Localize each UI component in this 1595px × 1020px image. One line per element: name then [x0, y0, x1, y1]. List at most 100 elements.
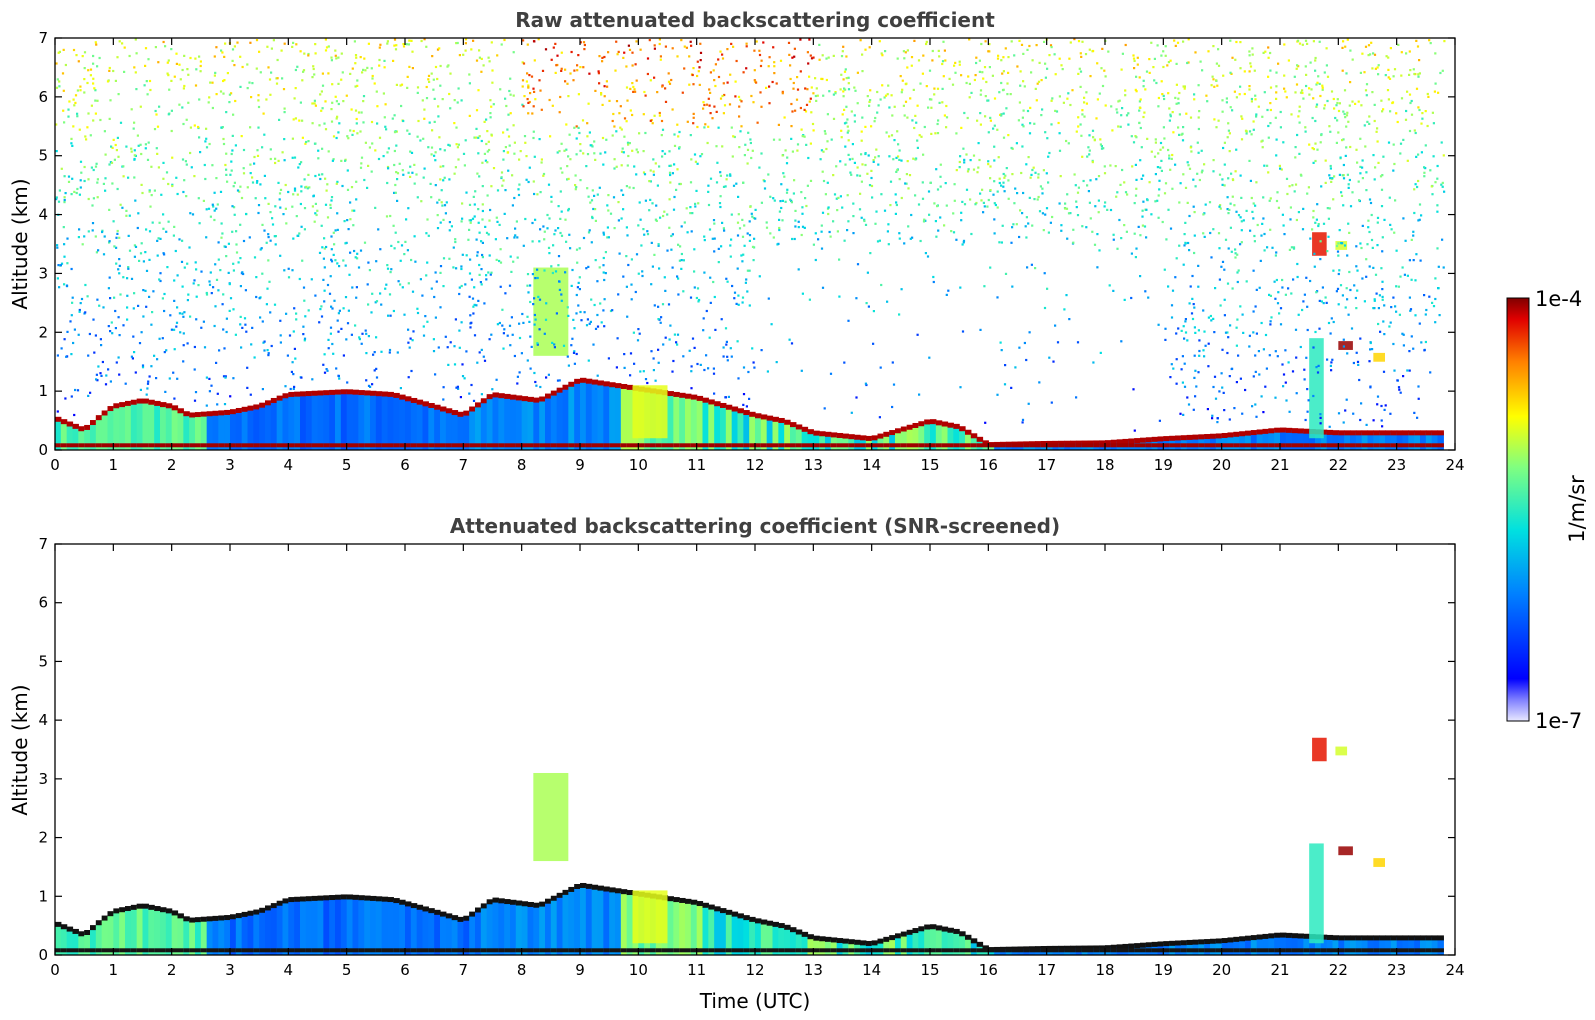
ground-signal-mark: [434, 443, 441, 448]
noise-speckle: [1222, 391, 1225, 394]
noise-speckle: [755, 40, 758, 43]
noise-speckle: [1410, 99, 1413, 103]
noise-speckle: [455, 143, 458, 146]
noise-speckle: [821, 77, 824, 81]
noise-speckle: [407, 207, 410, 210]
noise-speckle: [362, 68, 365, 71]
noise-speckle: [118, 258, 121, 261]
cloud-plume: [632, 385, 668, 439]
aerosol-column: [1285, 429, 1293, 450]
noise-speckle: [589, 144, 592, 147]
aerosol-column: [924, 421, 931, 450]
noise-speckle: [726, 81, 729, 84]
aerosol-column: [235, 409, 243, 450]
noise-speckle: [741, 296, 745, 299]
noise-speckle: [71, 177, 74, 180]
noise-speckle: [358, 338, 361, 341]
noise-speckle: [1423, 175, 1426, 178]
noise-speckle: [885, 131, 888, 134]
noise-speckle: [1139, 159, 1142, 162]
noise-speckle: [323, 266, 326, 269]
noise-speckle: [355, 198, 358, 201]
noise-speckle: [1400, 51, 1403, 54]
noise-speckle: [475, 59, 479, 62]
noise-speckle: [258, 50, 261, 53]
noise-speckle: [212, 205, 215, 208]
noise-speckle: [607, 51, 610, 54]
noise-speckle: [496, 189, 500, 192]
noise-speckle: [332, 352, 335, 355]
aerosol-column: [755, 415, 762, 450]
aerosol-column: [725, 406, 733, 450]
noise-speckle: [1048, 151, 1051, 155]
noise-speckle: [344, 264, 347, 267]
noise-speckle: [717, 261, 720, 264]
noise-speckle: [790, 137, 793, 140]
layer-top-mark: [119, 402, 126, 408]
noise-speckle: [261, 146, 264, 149]
noise-speckle: [99, 118, 102, 122]
noise-speckle: [1044, 213, 1047, 216]
noise-speckle: [1295, 83, 1299, 86]
noise-speckle: [354, 256, 357, 259]
noise-speckle: [335, 367, 338, 370]
noise-speckle: [483, 120, 486, 123]
noise-speckle: [570, 284, 573, 287]
noise-speckle: [458, 346, 461, 349]
noise-speckle: [737, 213, 740, 216]
noise-speckle: [194, 57, 197, 60]
noise-speckle: [1231, 367, 1234, 370]
noise-speckle: [1219, 204, 1222, 207]
noise-speckle: [793, 179, 796, 182]
noise-speckle: [267, 354, 270, 357]
noise-speckle: [338, 309, 341, 312]
noise-speckle: [1193, 354, 1196, 357]
aerosol-column: [679, 394, 686, 450]
noise-speckle: [222, 293, 225, 296]
noise-speckle: [446, 65, 449, 68]
noise-speckle: [199, 60, 202, 63]
noise-speckle: [233, 45, 236, 48]
noise-speckle: [1345, 125, 1348, 128]
layer-top-mark: [574, 378, 581, 384]
ground-signal-mark: [212, 443, 219, 448]
noise-speckle: [667, 80, 671, 83]
noise-speckle: [1087, 146, 1090, 149]
ground-signal-mark: [492, 443, 499, 448]
ground-signal-mark: [422, 443, 429, 448]
noise-speckle: [480, 57, 483, 60]
noise-speckle: [560, 69, 563, 72]
layer-top-mark: [288, 391, 295, 397]
noise-speckle: [267, 66, 270, 69]
noise-speckle: [103, 130, 106, 133]
noise-speckle: [1304, 65, 1307, 68]
noise-speckle: [697, 300, 700, 303]
noise-speckle: [1046, 67, 1049, 70]
noise-speckle: [591, 216, 594, 220]
noise-speckle: [1163, 137, 1166, 140]
noise-speckle: [424, 315, 427, 318]
layer-top-mark: [212, 410, 219, 416]
noise-speckle: [793, 237, 796, 241]
noise-speckle: [848, 158, 851, 161]
noise-speckle: [997, 54, 1000, 57]
noise-speckle: [617, 293, 620, 296]
noise-speckle: [1192, 178, 1195, 181]
noise-speckle: [77, 60, 80, 63]
noise-speckle: [783, 116, 786, 119]
noise-speckle: [442, 257, 446, 260]
noise-speckle: [107, 287, 110, 290]
noise-speckle: [149, 88, 152, 92]
noise-speckle: [112, 69, 115, 73]
layer-top-mark: [1268, 428, 1275, 434]
noise-speckle: [980, 42, 983, 46]
noise-speckle: [455, 386, 458, 389]
noise-speckle: [1368, 122, 1371, 125]
noise-speckle: [1420, 214, 1423, 217]
aerosol-column: [1350, 432, 1357, 450]
noise-speckle: [655, 219, 658, 222]
noise-speckle: [117, 93, 120, 96]
ground-signal-mark: [825, 443, 832, 448]
noise-speckle: [115, 236, 118, 239]
noise-speckle: [533, 323, 536, 326]
